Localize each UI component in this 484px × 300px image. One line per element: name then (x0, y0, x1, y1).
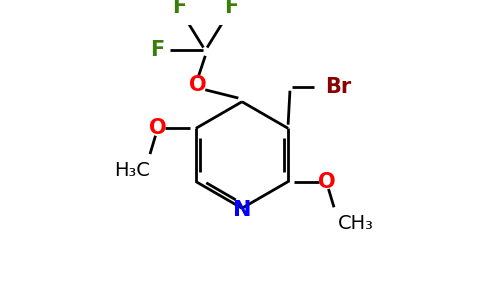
Text: F: F (224, 0, 238, 17)
Text: CH₃: CH₃ (338, 214, 374, 233)
Text: O: O (318, 172, 335, 192)
Text: Br: Br (325, 77, 351, 97)
Text: F: F (151, 40, 165, 60)
Text: O: O (189, 75, 207, 95)
Text: H₃C: H₃C (114, 161, 150, 180)
Text: F: F (172, 0, 187, 17)
Text: O: O (149, 118, 166, 138)
Text: N: N (233, 200, 251, 220)
